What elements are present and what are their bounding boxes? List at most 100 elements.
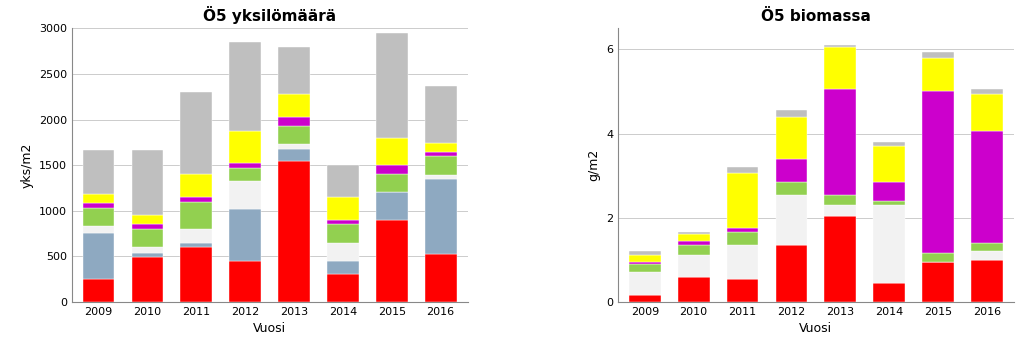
Bar: [873, 283, 905, 302]
Bar: [279, 94, 310, 117]
Bar: [83, 149, 115, 194]
Bar: [131, 247, 163, 252]
Bar: [425, 86, 457, 143]
Bar: [727, 279, 759, 302]
Bar: [629, 262, 660, 264]
Bar: [229, 209, 261, 261]
Bar: [376, 165, 408, 174]
Bar: [425, 157, 457, 175]
Bar: [83, 226, 115, 234]
Bar: [629, 295, 660, 302]
Bar: [775, 110, 807, 117]
X-axis label: Vuosi: Vuosi: [800, 322, 833, 335]
Bar: [279, 149, 310, 160]
Bar: [327, 261, 358, 274]
Bar: [279, 144, 310, 149]
Bar: [629, 251, 660, 256]
Bar: [678, 245, 710, 256]
Bar: [131, 252, 163, 257]
Bar: [131, 215, 163, 224]
Bar: [678, 277, 710, 302]
Bar: [727, 228, 759, 233]
Bar: [376, 33, 408, 138]
Bar: [327, 197, 358, 220]
Bar: [229, 181, 261, 209]
Bar: [629, 264, 660, 272]
Bar: [327, 242, 358, 261]
Bar: [425, 175, 457, 179]
Bar: [83, 208, 115, 226]
Bar: [727, 233, 759, 245]
Bar: [279, 117, 310, 126]
Bar: [180, 197, 212, 202]
Bar: [131, 257, 163, 302]
Bar: [775, 159, 807, 182]
Bar: [180, 229, 212, 242]
Bar: [971, 251, 1002, 260]
Bar: [425, 152, 457, 157]
Bar: [678, 233, 710, 234]
Bar: [425, 254, 457, 302]
Bar: [678, 241, 710, 245]
Bar: [775, 245, 807, 302]
Bar: [279, 126, 310, 144]
Bar: [376, 192, 408, 220]
Bar: [131, 149, 163, 215]
Bar: [180, 174, 212, 197]
Bar: [923, 58, 954, 92]
Bar: [678, 234, 710, 241]
Bar: [873, 182, 905, 201]
Bar: [923, 51, 954, 58]
Bar: [971, 94, 1002, 131]
Bar: [376, 220, 408, 302]
Bar: [279, 47, 310, 94]
Bar: [376, 174, 408, 192]
Bar: [971, 89, 1002, 94]
Bar: [873, 205, 905, 283]
Bar: [727, 174, 759, 228]
Bar: [180, 92, 212, 174]
Bar: [327, 165, 358, 197]
Bar: [824, 45, 856, 47]
Bar: [229, 163, 261, 168]
Bar: [824, 195, 856, 205]
Y-axis label: g/m2: g/m2: [588, 149, 600, 181]
Bar: [327, 220, 358, 224]
Bar: [971, 243, 1002, 251]
Title: Ö5 yksilömäärä: Ö5 yksilömäärä: [203, 6, 336, 24]
Bar: [131, 224, 163, 229]
Bar: [775, 117, 807, 159]
Bar: [873, 142, 905, 146]
Bar: [727, 167, 759, 174]
Bar: [229, 168, 261, 181]
Title: Ö5 biomassa: Ö5 biomassa: [761, 10, 870, 24]
Bar: [425, 179, 457, 254]
Bar: [229, 131, 261, 163]
Bar: [279, 160, 310, 302]
Bar: [824, 215, 856, 302]
Bar: [923, 262, 954, 302]
Bar: [327, 274, 358, 302]
Y-axis label: yks/m2: yks/m2: [20, 142, 33, 188]
Bar: [229, 42, 261, 131]
Bar: [971, 260, 1002, 302]
Bar: [873, 146, 905, 182]
Bar: [923, 92, 954, 253]
Bar: [83, 194, 115, 203]
Bar: [376, 138, 408, 165]
Bar: [824, 205, 856, 215]
Bar: [923, 253, 954, 262]
Bar: [824, 89, 856, 195]
Bar: [83, 279, 115, 302]
X-axis label: Vuosi: Vuosi: [253, 322, 286, 335]
Bar: [131, 229, 163, 247]
Bar: [180, 242, 212, 247]
Bar: [180, 247, 212, 302]
Bar: [775, 195, 807, 245]
Bar: [775, 182, 807, 195]
Bar: [229, 261, 261, 302]
Bar: [678, 256, 710, 277]
Bar: [425, 143, 457, 152]
Bar: [629, 272, 660, 295]
Bar: [971, 131, 1002, 243]
